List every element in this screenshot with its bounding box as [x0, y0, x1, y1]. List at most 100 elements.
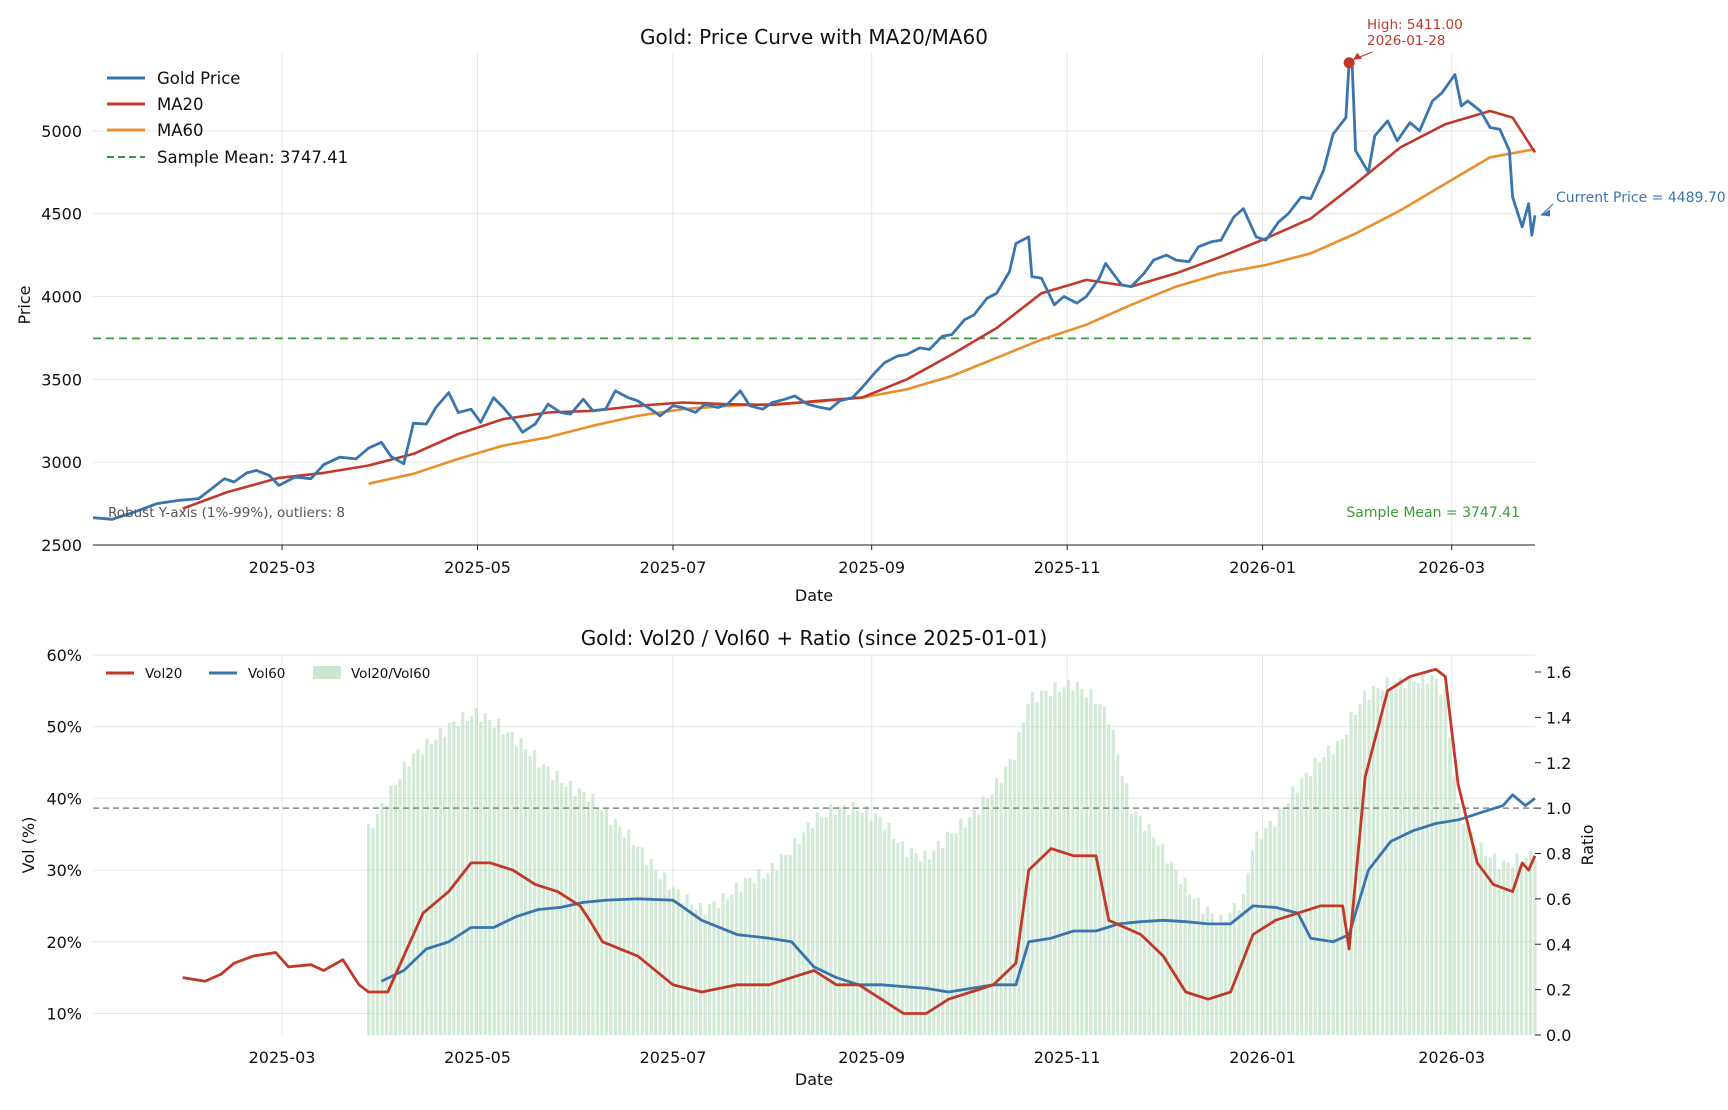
ratio-bar [1178, 883, 1183, 1035]
vol-y-tick-label: 20% [46, 933, 82, 952]
legend-sample-mean: Sample Mean: 3747.41 [157, 148, 348, 167]
vol-x-tick-label: 2025-09 [838, 1048, 905, 1067]
ratio-bar [1358, 704, 1362, 1035]
ratio-bar [1039, 690, 1044, 1035]
ratio-bar [905, 856, 909, 1035]
ratio-bar [654, 870, 658, 1035]
series-ma20 [182, 109, 1537, 510]
price-y-tick-label: 3500 [41, 370, 82, 389]
ratio-bar [712, 901, 716, 1035]
ratio-bar [1398, 677, 1403, 1035]
ratio-bar [972, 809, 976, 1035]
vol-x-tick-label: 2026-01 [1229, 1048, 1296, 1067]
ratio-bar [775, 870, 779, 1035]
ratio-bar [829, 804, 833, 1035]
ratio-bar [981, 796, 985, 1035]
ratio-bar [954, 833, 958, 1035]
ratio-bar [1187, 894, 1192, 1035]
ratio-bar [1021, 723, 1026, 1035]
ratio-bar [1268, 820, 1272, 1035]
vol-y-tick-label: 50% [46, 718, 82, 737]
legend-vol20: Vol20 [145, 666, 182, 682]
ratio-bar [730, 894, 734, 1035]
ratio-bar [371, 828, 375, 1035]
ratio-bar [497, 718, 501, 1035]
ratio-bar [793, 837, 797, 1035]
ratio-bar [447, 723, 451, 1035]
ratio-bar [999, 782, 1003, 1035]
ratio-bar [1196, 897, 1201, 1035]
current-price-arrow-head-icon [1541, 209, 1550, 217]
ratio-bar [398, 779, 402, 1035]
price-x-tick-label: 2025-11 [1034, 558, 1101, 577]
legend-vol60: Vol60 [248, 666, 285, 682]
ratio-bar [1389, 687, 1394, 1035]
ratio-bar [1533, 860, 1537, 1035]
sample-mean-label: Sample Mean = 3747.41 [1346, 505, 1520, 521]
ratio-bar [568, 780, 573, 1035]
ratio-bar [739, 891, 743, 1035]
ratio-bar [1524, 857, 1528, 1035]
ratio-bar [869, 820, 873, 1035]
ratio-bar [1048, 696, 1053, 1035]
ratio-bar [864, 805, 869, 1035]
ratio-bar [474, 708, 478, 1035]
vol-y-tick-label: 60% [46, 646, 82, 665]
ratio-bar [918, 860, 922, 1035]
ratio-bar [541, 764, 546, 1035]
high-marker [1343, 57, 1355, 69]
ratio-bar [851, 802, 855, 1035]
ratio-bar [909, 848, 914, 1035]
ratio-bar [1322, 757, 1326, 1035]
ratio-bar [1214, 923, 1219, 1035]
price-x-tick-label: 2026-03 [1418, 558, 1485, 577]
ratio-bar [707, 903, 712, 1035]
ratio-bar [1497, 868, 1501, 1035]
ratio-bar [1304, 772, 1308, 1035]
price-grid [93, 53, 1535, 546]
price-x-label: Date [795, 586, 833, 605]
ratio-bar [698, 902, 703, 1035]
ratio-bar [595, 808, 599, 1035]
ratio-bar [1340, 739, 1344, 1035]
ratio-y-tick-label: 1.0 [1546, 799, 1571, 818]
price-chart: 2025-03 2025-05 2025-07 2025-09 2025-11 2026-… [15, 17, 1726, 605]
ratio-bar [1475, 847, 1479, 1035]
ratio-bar [963, 827, 967, 1035]
ratio-bar [725, 899, 730, 1035]
legend-gold-price: Gold Price [157, 69, 240, 88]
ratio-bar [1089, 688, 1093, 1035]
ratio-y-ticks: 0.0 0.2 0.4 0.6 0.8 1.0 1.2 1.4 1.6 [1535, 663, 1571, 1045]
ratio-bar [802, 832, 806, 1035]
ratio-bar [1380, 690, 1385, 1035]
ratio-bar [1313, 758, 1317, 1035]
ratio-bar [479, 721, 483, 1035]
series-ma60 [368, 147, 1536, 485]
ratio-bar [604, 807, 608, 1035]
ratio-bar [1349, 711, 1353, 1035]
ratio-bar [1493, 853, 1497, 1035]
ratio-bar [820, 816, 824, 1035]
ratio-bar [748, 877, 752, 1035]
price-y-tick-label: 5000 [41, 122, 82, 141]
ratio-bar [1201, 913, 1205, 1035]
vol-chart-title: Gold: Vol20 / Vol60 + Ratio (since 2025-… [581, 626, 1048, 650]
ratio-bar [838, 806, 842, 1035]
ratio-bar [1461, 823, 1465, 1035]
ratio-bar [1506, 862, 1510, 1035]
ratio-bar [1457, 803, 1461, 1035]
ratio-bar [416, 749, 420, 1035]
ratio-bar [663, 872, 667, 1035]
ratio-bar [1407, 675, 1411, 1035]
ratio-bar [452, 721, 456, 1035]
ratio-bar [1403, 688, 1407, 1035]
ratio-bar [1430, 674, 1434, 1035]
vol-legend: Vol20 Vol60 Vol20/Vol60 [106, 666, 430, 682]
ratio-bar [613, 818, 617, 1035]
price-chart-title: Gold: Price Curve with MA20/MA60 [640, 25, 988, 49]
ratio-bar [945, 831, 949, 1035]
ratio-bar [1416, 683, 1420, 1035]
ratio-bar [1012, 759, 1017, 1035]
ratio-bar [896, 842, 900, 1035]
